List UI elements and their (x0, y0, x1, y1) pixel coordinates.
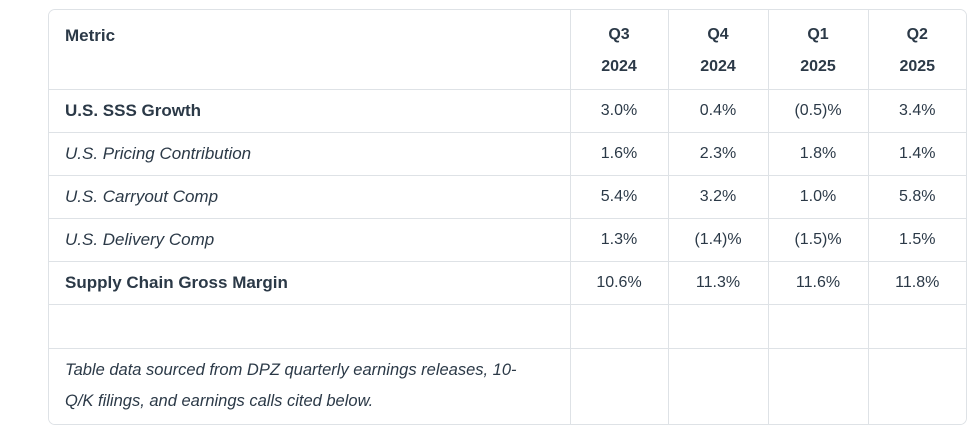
table-row-empty (49, 304, 966, 349)
footnote-cell: Table data sourced from DPZ quarterly ea… (49, 347, 570, 424)
metric-cell: U.S. Pricing Contribution (49, 132, 570, 176)
empty-cell (667, 347, 768, 424)
header-cell-q2-2025: Q2 2025 (867, 10, 966, 90)
table-row-carryout-comp: U.S. Carryout Comp 5.4% 3.2% 1.0% 5.8% (49, 175, 966, 219)
empty-cell (767, 304, 868, 349)
value-cell: 1.0% (767, 175, 868, 219)
table-row-footnote: Table data sourced from DPZ quarterly ea… (49, 347, 966, 424)
value-cell: 1.5% (867, 218, 966, 262)
value-cell: (1.5)% (767, 218, 868, 262)
value-cell: (0.5)% (767, 89, 868, 133)
metric-cell: U.S. Carryout Comp (49, 175, 570, 219)
empty-cell (767, 347, 868, 424)
value-cell: 11.6% (767, 261, 868, 305)
value-cell: 2.3% (667, 132, 768, 176)
value-cell: (1.4)% (667, 218, 768, 262)
header-cell-metric: Metric (49, 10, 570, 90)
value-cell: 5.4% (569, 175, 668, 219)
empty-cell (569, 347, 668, 424)
header-cell-q4-2024: Q4 2024 (667, 10, 768, 90)
value-cell: 1.4% (867, 132, 966, 176)
quarterly-metrics-table: Metric Q3 2024 Q4 2024 Q1 2025 Q2 2025 U… (49, 10, 966, 424)
header-cell-q1-2025: Q1 2025 (767, 10, 868, 90)
empty-cell (867, 304, 966, 349)
metrics-table-container: Metric Q3 2024 Q4 2024 Q1 2025 Q2 2025 U… (48, 9, 967, 425)
table-row-pricing-contribution: U.S. Pricing Contribution 1.6% 2.3% 1.8%… (49, 132, 966, 176)
metric-cell: U.S. SSS Growth (49, 89, 570, 133)
value-cell: 3.4% (867, 89, 966, 133)
value-cell: 10.6% (569, 261, 668, 305)
value-cell: 3.2% (667, 175, 768, 219)
value-cell: 3.0% (569, 89, 668, 133)
header-cell-q3-2024: Q3 2024 (569, 10, 668, 90)
value-cell: 11.8% (867, 261, 966, 305)
metric-cell: U.S. Delivery Comp (49, 218, 570, 262)
empty-cell (667, 304, 768, 349)
value-cell: 5.8% (867, 175, 966, 219)
value-cell: 11.3% (667, 261, 768, 305)
value-cell: 1.8% (767, 132, 868, 176)
metric-cell: Supply Chain Gross Margin (49, 261, 570, 305)
table-row-delivery-comp: U.S. Delivery Comp 1.3% (1.4)% (1.5)% 1.… (49, 218, 966, 262)
value-cell: 1.3% (569, 218, 668, 262)
empty-cell (867, 347, 966, 424)
value-cell: 1.6% (569, 132, 668, 176)
value-cell: 0.4% (667, 89, 768, 133)
empty-cell (49, 304, 570, 349)
table-row-sss-growth: U.S. SSS Growth 3.0% 0.4% (0.5)% 3.4% (49, 89, 966, 133)
header-row: Metric Q3 2024 Q4 2024 Q1 2025 Q2 2025 (49, 10, 966, 90)
table-row-supply-chain-margin: Supply Chain Gross Margin 10.6% 11.3% 11… (49, 261, 966, 305)
empty-cell (569, 304, 668, 349)
